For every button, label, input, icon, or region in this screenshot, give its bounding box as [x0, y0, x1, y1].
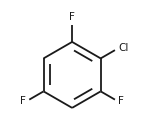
- Text: F: F: [69, 12, 75, 22]
- Text: F: F: [20, 96, 26, 106]
- Text: Cl: Cl: [118, 43, 128, 53]
- Text: F: F: [118, 96, 124, 106]
